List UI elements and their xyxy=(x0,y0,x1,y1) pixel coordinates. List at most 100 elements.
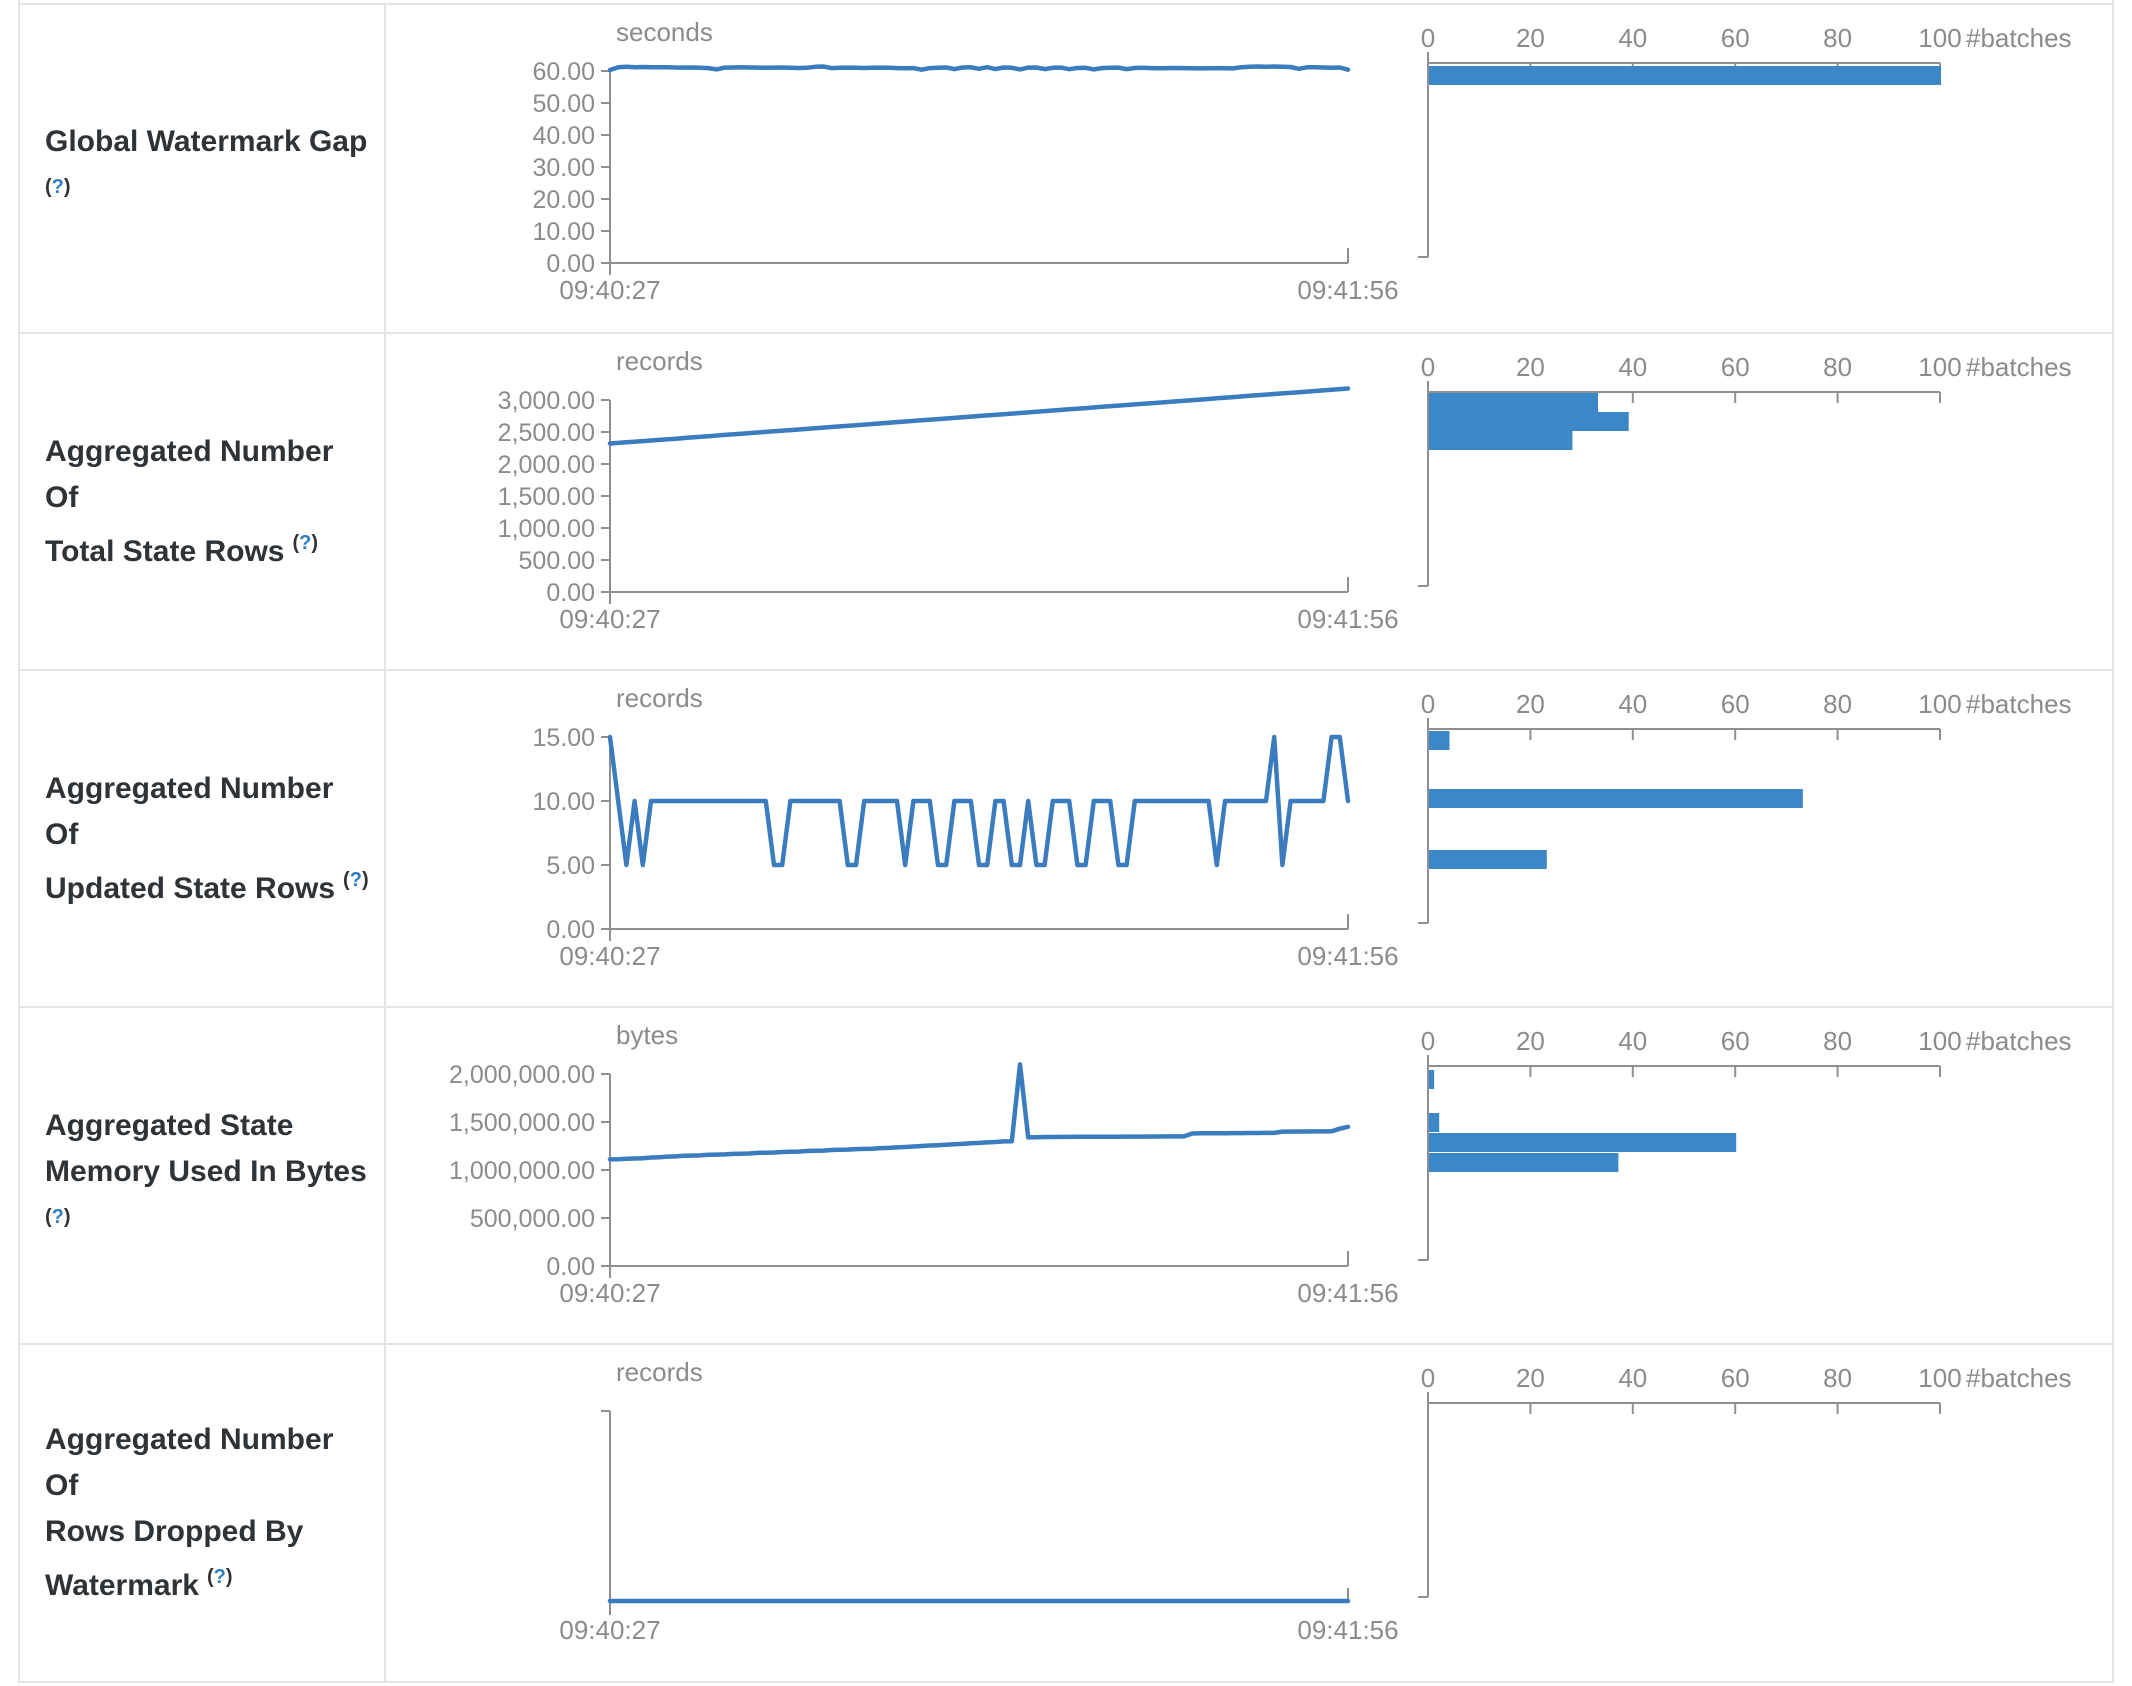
timeline-y-tick-label: 2,500.00 xyxy=(498,419,595,447)
timeline-unit-label: bytes xyxy=(616,1020,678,1050)
histogram-x-tick-label: 80 xyxy=(1823,352,1852,382)
histogram-x-tick-label: 100 xyxy=(1918,689,1961,719)
timeline-x-start-label: 09:40:27 xyxy=(559,1615,660,1645)
timeline-y-tick-label: 1,500.00 xyxy=(498,483,595,511)
metric-label-line: Updated State Rows (?) xyxy=(45,868,369,905)
timeline-y-tick-label: 20.00 xyxy=(532,186,595,214)
timeline-y-tick-label: 0.00 xyxy=(546,1253,595,1281)
histogram-chart: 0 20 40 60 80 100 #batches xyxy=(1418,689,2072,924)
timeline-y-tick-label: 50.00 xyxy=(532,90,595,118)
timeline-y-tick-label: 10.00 xyxy=(532,788,595,816)
histogram-bar xyxy=(1429,1133,1737,1152)
metric-label: Aggregated Number Of Total State Rows (?) xyxy=(20,334,386,669)
metric-label-line: Aggregated Number Of xyxy=(45,434,334,514)
timeline-y-tick-label: 0.00 xyxy=(546,579,595,607)
metric-label-line: (?) xyxy=(45,165,370,219)
histogram-bar xyxy=(1429,412,1629,431)
metric-label-line: Total State Rows (?) xyxy=(45,531,319,568)
help-tooltip-link[interactable]: (?) xyxy=(45,175,71,198)
metric-label-line: Rows Dropped By xyxy=(45,1515,304,1548)
histogram-axis-unit-label: #batches xyxy=(1966,689,2072,719)
histogram-x-tick-label: 20 xyxy=(1516,689,1545,719)
metric-label: Aggregated Number Of Rows Dropped By Water… xyxy=(20,1345,386,1681)
histogram-x-tick-label: 0 xyxy=(1421,23,1435,53)
histogram-x-tick-label: 20 xyxy=(1516,352,1545,382)
metric-label-line: Watermark (?) xyxy=(45,1566,233,1602)
timeline-x-end-label: 09:41:56 xyxy=(1297,1278,1398,1308)
timeline-y-tick-label: 0.00 xyxy=(546,916,595,944)
timeline-chart: records 3,000.00 2,500.00 2,000.00 1,500.00 1… xyxy=(498,346,1399,634)
histogram-x-tick-label: 60 xyxy=(1721,1026,1750,1056)
histogram-bar xyxy=(1429,66,1941,85)
histogram-x-tick-label: 20 xyxy=(1516,23,1545,53)
charts-cell: bytes 2,000,000.00 1,500,000.00 1,000,000.0… xyxy=(386,1008,2112,1343)
timeline-y-tick-label: 2,000.00 xyxy=(498,451,595,479)
histogram-x-tick-label: 60 xyxy=(1721,689,1750,719)
histogram-chart: 0 20 40 60 80 100 #batches xyxy=(1418,1026,2072,1261)
timeline-data-line xyxy=(607,64,1351,73)
timeline-y-tick-label: 40.00 xyxy=(532,122,595,150)
timeline-y-tick-label: 500,000.00 xyxy=(470,1205,595,1233)
histogram-x-tick-label: 80 xyxy=(1823,689,1852,719)
histogram-x-tick-label: 40 xyxy=(1618,689,1647,719)
histogram-bar xyxy=(1429,431,1573,450)
timeline-chart: seconds 60.00 50.00 40.00 30.00 20.00 10.00 0.0… xyxy=(532,17,1398,305)
histogram-x-tick-label: 0 xyxy=(1421,1363,1435,1393)
timeline-unit-label: records xyxy=(616,1357,703,1387)
charts-cell: records 3,000.00 2,500.00 2,000.00 1,500.00 1… xyxy=(386,334,2112,669)
histogram-x-tick-label: 40 xyxy=(1618,1363,1647,1393)
timeline-x-end-label: 09:41:56 xyxy=(1297,275,1398,305)
help-tooltip-link[interactable]: (?) xyxy=(45,1205,71,1228)
charts-svg: records 3,000.00 2,500.00 2,000.00 1,500.00 1… xyxy=(498,346,2072,634)
help-tooltip-link[interactable]: (?) xyxy=(343,868,369,891)
histogram-x-tick-label: 60 xyxy=(1721,352,1750,382)
timeline-y-tick-label: 60.00 xyxy=(532,58,595,86)
timeline-x-start-label: 09:40:27 xyxy=(559,941,660,971)
histogram-x-tick-label: 20 xyxy=(1516,1026,1545,1056)
metric-label: Aggregated State Memory Used In Bytes (?) xyxy=(20,1008,386,1343)
charts-svg: bytes 2,000,000.00 1,500,000.00 1,000,000.0… xyxy=(449,1020,2072,1308)
timeline-x-end-label: 09:41:56 xyxy=(1297,941,1398,971)
timeline-x-start-label: 09:40:27 xyxy=(559,1278,660,1308)
histogram-x-tick-label: 60 xyxy=(1721,23,1750,53)
histogram-x-tick-label: 20 xyxy=(1516,1363,1545,1393)
table-top-border xyxy=(20,0,2112,5)
timeline-data-line xyxy=(607,1062,1351,1162)
metric-row: Global Watermark Gap (?) seconds 60.00 50.00… xyxy=(20,5,2112,334)
timeline-data-line xyxy=(607,386,1351,446)
histogram-x-tick-label: 0 xyxy=(1421,689,1435,719)
histogram-axis-unit-label: #batches xyxy=(1966,1363,2072,1393)
histogram-x-tick-label: 40 xyxy=(1618,352,1647,382)
histogram-bar xyxy=(1429,1113,1440,1132)
metric-label-line: (?) xyxy=(45,1195,370,1249)
histogram-chart: 0 20 40 60 80 100 #batches xyxy=(1418,352,2072,587)
histogram-x-tick-label: 100 xyxy=(1918,1363,1961,1393)
histogram-x-tick-label: 80 xyxy=(1823,23,1852,53)
timeline-x-end-label: 09:41:56 xyxy=(1297,1615,1398,1645)
help-tooltip-link[interactable]: (?) xyxy=(206,1566,233,1588)
histogram-bar xyxy=(1429,393,1598,412)
histogram-x-tick-label: 80 xyxy=(1823,1026,1852,1056)
metric-row: Aggregated Number Of Updated State Rows (?… xyxy=(20,671,2112,1008)
timeline-chart: records 09:40:27 09:41:56 xyxy=(559,1357,1398,1645)
metric-label-line: Aggregated Number Of xyxy=(45,771,334,851)
metric-label: Aggregated Number Of Updated State Rows (?… xyxy=(20,671,386,1006)
histogram-bar xyxy=(1429,789,1803,808)
metric-row: Aggregated Number Of Total State Rows (?) r… xyxy=(20,334,2112,671)
metric-label-line: Global Watermark Gap xyxy=(45,124,368,158)
timeline-y-tick-label: 3,000.00 xyxy=(498,387,595,415)
streaming-metrics-table: Global Watermark Gap (?) seconds 60.00 50.00… xyxy=(18,0,2114,1683)
histogram-x-tick-label: 0 xyxy=(1421,352,1435,382)
timeline-y-tick-label: 10.00 xyxy=(532,218,595,246)
histogram-x-tick-label: 100 xyxy=(1918,352,1961,382)
charts-svg: seconds 60.00 50.00 40.00 30.00 20.00 10.00 0.0… xyxy=(532,17,2071,305)
histogram-x-tick-label: 100 xyxy=(1918,1026,1961,1056)
metric-row: Aggregated Number Of Rows Dropped By Water… xyxy=(20,1345,2112,1683)
timeline-y-tick-label: 0.00 xyxy=(546,250,595,278)
histogram-x-tick-label: 80 xyxy=(1823,1363,1852,1393)
histogram-x-tick-label: 100 xyxy=(1918,23,1961,53)
charts-svg: records 09:40:27 09:41:56 0 20 40 60 80 100 #batc… xyxy=(559,1357,2072,1645)
timeline-y-tick-label: 1,000.00 xyxy=(498,515,595,543)
help-tooltip-link[interactable]: (?) xyxy=(292,531,319,554)
